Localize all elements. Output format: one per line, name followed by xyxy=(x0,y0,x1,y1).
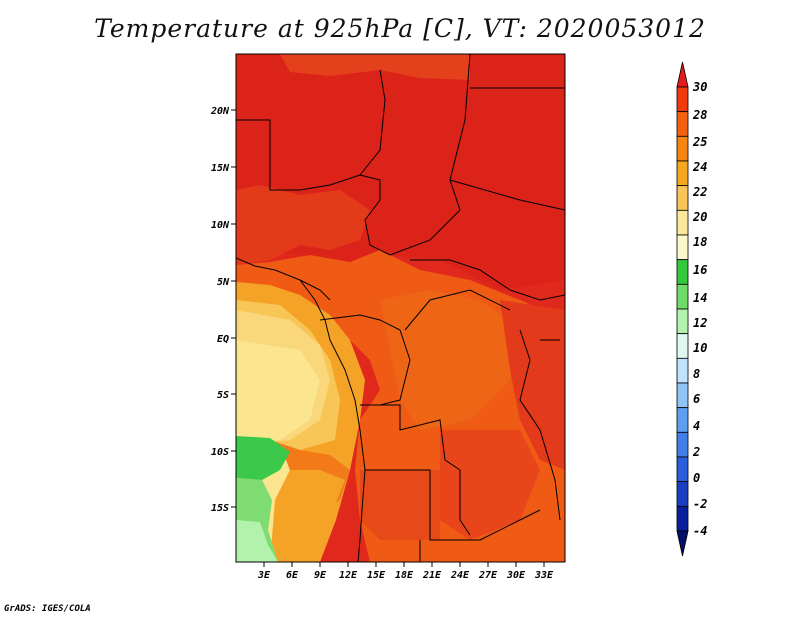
lon-label: 18E xyxy=(395,570,414,581)
colorbar-label: 30 xyxy=(692,80,707,94)
country-borders xyxy=(236,54,565,562)
colorbar-label: 12 xyxy=(693,316,707,330)
software-credit: GrADS: IGES/COLA xyxy=(4,604,91,614)
lat-label: 5S xyxy=(217,390,229,401)
colorbar-swatch xyxy=(676,209,689,236)
colorbar-swatch xyxy=(676,234,689,261)
lon-label: 6E xyxy=(286,570,299,581)
colorbar-label: 8 xyxy=(693,367,700,381)
map-title: Temperature at 925hPa [C], VT: 202005301… xyxy=(94,14,706,43)
colorbar-labels: 30 28 25 24 22 20 18 16 14 12 10 8 6 4 2… xyxy=(692,80,707,538)
colorbar-swatch xyxy=(676,185,689,211)
lon-label: 33E xyxy=(534,570,554,581)
lat-label: EQ xyxy=(217,334,229,345)
lat-label: 5N xyxy=(217,277,230,288)
colorbar-label: 10 xyxy=(693,341,707,355)
colorbar-swatch xyxy=(676,431,689,458)
colorbar-swatch xyxy=(676,259,689,285)
lon-label: 9E xyxy=(314,570,327,581)
lon-label: 12E xyxy=(339,570,358,581)
lat-label: 15N xyxy=(211,163,230,174)
temperature-field xyxy=(236,54,565,562)
colorbar-label: 28 xyxy=(692,108,707,122)
colorbar-swatch xyxy=(676,308,689,335)
colorbar-label: 4 xyxy=(693,419,700,433)
colorbar-swatch xyxy=(676,481,689,507)
axis-ticks xyxy=(231,109,545,567)
lon-label: 24E xyxy=(450,570,470,581)
colorbar-label: 25 xyxy=(692,135,707,149)
colorbar-label: 22 xyxy=(692,185,707,199)
lat-label: 10S xyxy=(211,447,229,458)
longitude-labels: 3E 6E 9E 12E 15E 18E 21E 24E 27E 30E 33E xyxy=(257,570,554,581)
colorbar-swatch xyxy=(676,456,689,483)
colorbar: 30 28 25 24 22 20 18 16 14 12 10 8 6 4 2… xyxy=(676,61,707,557)
colorbar-swatch xyxy=(676,160,689,187)
lat-label: 15S xyxy=(211,503,229,514)
colorbar-cap-bottom xyxy=(676,530,689,557)
colorbar-label: 6 xyxy=(693,392,700,406)
lon-label: 30E xyxy=(506,570,526,581)
colorbar-swatch xyxy=(676,86,689,113)
colorbar-swatch xyxy=(676,407,689,433)
lat-label: 10N xyxy=(211,220,230,231)
colorbar-swatch xyxy=(676,135,689,162)
map-frame xyxy=(235,53,566,563)
lon-label: 21E xyxy=(422,570,442,581)
colorbar-swatch xyxy=(676,111,689,137)
colorbar-swatches xyxy=(676,61,689,557)
colorbar-swatch xyxy=(676,333,689,359)
colorbar-swatch xyxy=(676,382,689,409)
colorbar-label: 16 xyxy=(693,263,707,277)
colorbar-label: 2 xyxy=(692,445,700,459)
colorbar-label: 24 xyxy=(692,160,707,174)
lon-label: 27E xyxy=(478,570,498,581)
colorbar-label: 20 xyxy=(692,210,707,224)
lon-label: 15E xyxy=(367,570,386,581)
colorbar-swatch xyxy=(676,505,689,532)
colorbar-swatch xyxy=(676,283,689,310)
colorbar-label: -4 xyxy=(693,524,707,538)
colorbar-label: 0 xyxy=(693,471,700,485)
colorbar-swatch xyxy=(676,357,689,384)
latitude-labels: 20N 15N 10N 5N EQ 5S 10S 15S xyxy=(210,106,230,514)
lat-label: 20N xyxy=(210,106,230,117)
lon-label: 3E xyxy=(257,570,271,581)
colorbar-label: -2 xyxy=(693,497,707,511)
colorbar-cap-top xyxy=(676,61,689,88)
colorbar-label: 18 xyxy=(693,235,707,249)
colorbar-label: 14 xyxy=(693,291,707,305)
